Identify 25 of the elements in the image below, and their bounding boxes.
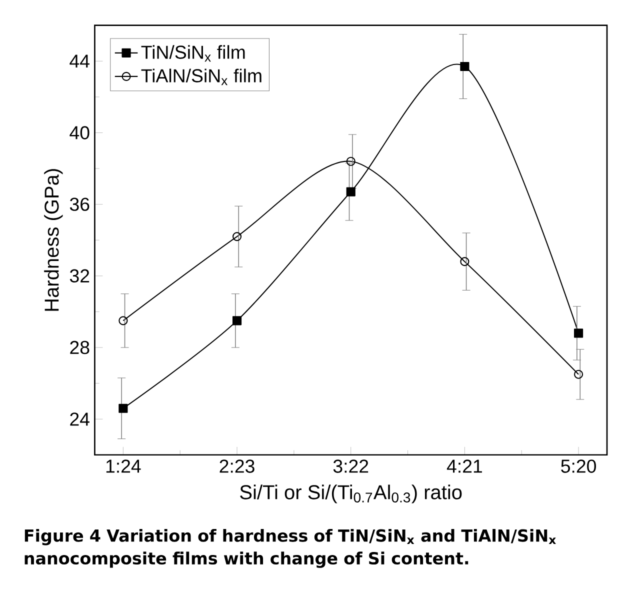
y-tick-label: 24 [70, 412, 90, 426]
point [232, 232, 242, 242]
x-tick-label: 5:20 [561, 460, 596, 473]
x-tick-label: 4:21 [446, 460, 482, 473]
text: Figure 4 Variation of hardness of TiN/SiN$_{x}$ and TiAlN/SiN$_{x}$ nanocomposite films with change of Si content. [24, 528, 556, 568]
x-tick-label: 2:23 [220, 460, 254, 473]
y-tick-label: 36 [70, 198, 90, 211]
point [346, 187, 356, 196]
point [232, 316, 242, 326]
point [574, 370, 584, 379]
x-axis-title: Si/Ti or Si/(Ti$_{0.7}$Al$_{0.3}$) ratio [240, 484, 462, 504]
x-tick-label: 3:22 [333, 460, 368, 473]
point [574, 328, 584, 338]
x-tick-label: 1:24 [106, 460, 141, 473]
y-axis-title: Hardness (GPa) [44, 169, 63, 311]
y-tick-label: 44 [70, 54, 90, 68]
point [118, 316, 128, 326]
point [460, 257, 470, 266]
y-tick-label: 28 [70, 340, 90, 354]
legend-label: TiN/SiN$_{x}$ film [141, 45, 245, 62]
y-tick-label: 40 [70, 126, 90, 140]
point [460, 62, 470, 72]
legend-label: TiAlN/SiN$_{x}$ film [141, 68, 262, 86]
point [118, 404, 128, 413]
y-tick-label: 32 [70, 269, 90, 283]
